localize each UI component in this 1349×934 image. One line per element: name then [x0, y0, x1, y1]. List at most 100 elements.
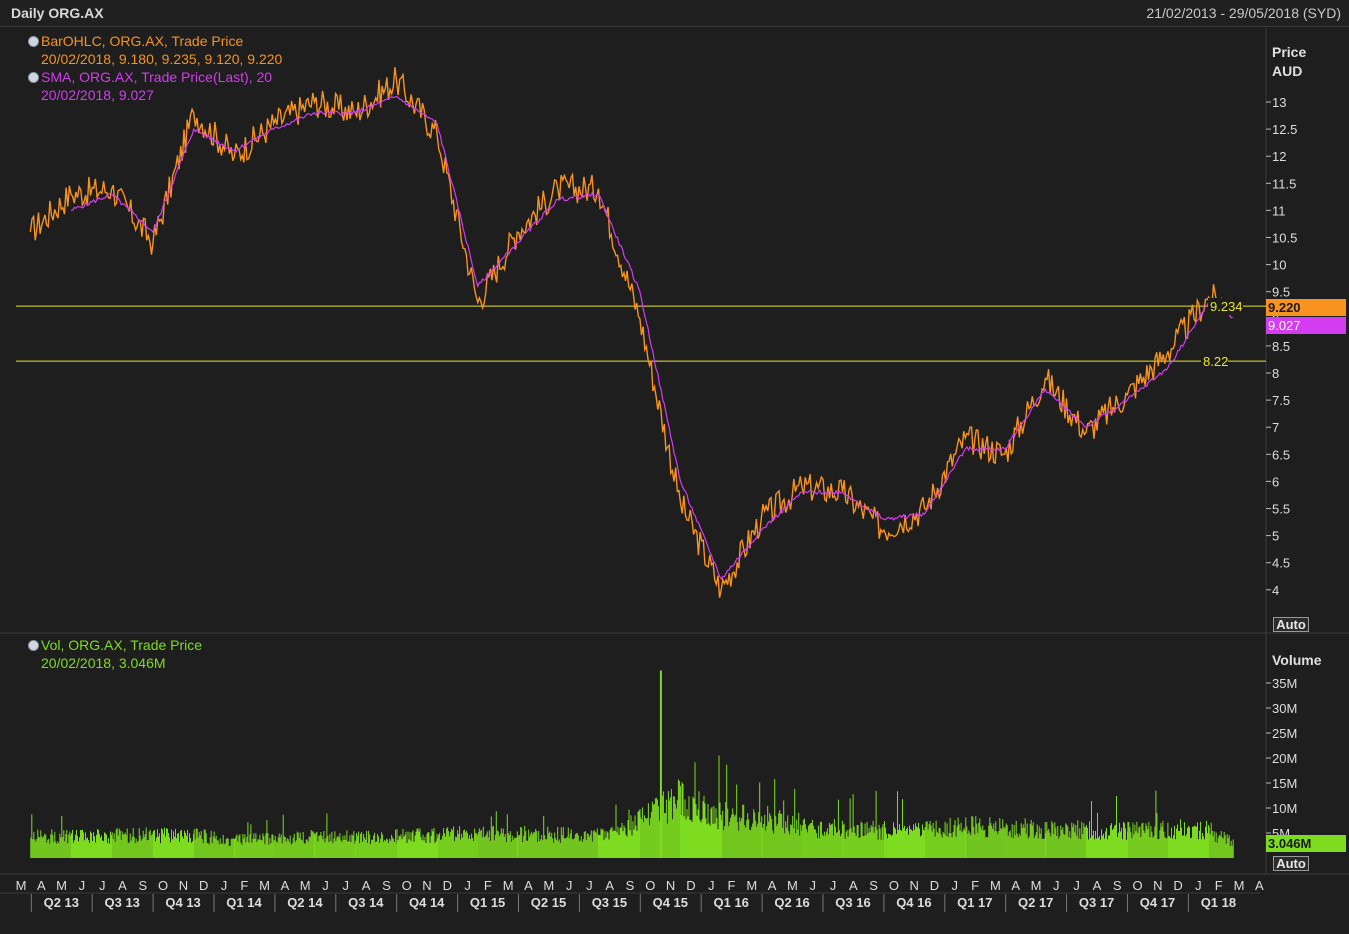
- volume-bar: [724, 826, 726, 858]
- volume-bar: [352, 835, 354, 858]
- volume-bar: [347, 841, 349, 858]
- volume-legend-row[interactable]: Vol, ORG.AX, Trade Price: [28, 636, 202, 654]
- volume-bar: [703, 795, 705, 858]
- volume-bar: [727, 808, 729, 858]
- volume-bar: [487, 837, 489, 858]
- volume-bar: [807, 825, 809, 858]
- volume-bar: [799, 835, 801, 858]
- month-label: S: [138, 878, 147, 893]
- volume-bar: [697, 809, 699, 858]
- volume-bar: [818, 838, 820, 858]
- volume-bar: [1114, 825, 1115, 858]
- hline-high-label[interactable]: 9.234: [1208, 298, 1243, 315]
- volume-bar: [585, 839, 587, 858]
- volume-bar: [196, 828, 198, 858]
- volume-bar: [704, 803, 706, 858]
- volume-auto-scale-button[interactable]: Auto: [1273, 856, 1309, 871]
- volume-bar: [836, 832, 838, 858]
- volume-bar: [1068, 837, 1070, 858]
- volume-bar: [520, 827, 522, 858]
- volume-bar: [833, 819, 835, 858]
- volume-bar: [625, 834, 627, 858]
- volume-bar: [750, 830, 752, 858]
- volume-bar: [774, 779, 776, 858]
- price-legend-row[interactable]: BarOHLC, ORG.AX, Trade Price: [28, 32, 282, 50]
- volume-bar: [573, 838, 575, 858]
- volume-bar: [420, 837, 422, 858]
- volume-bar: [324, 842, 326, 858]
- month-label: J: [79, 878, 86, 893]
- sma-legend-row[interactable]: SMA, ORG.AX, Trade Price(Last), 20: [28, 68, 282, 86]
- volume-bar: [1040, 828, 1042, 858]
- volume-bar: [604, 831, 606, 858]
- volume-bar: [270, 843, 272, 858]
- volume-bar: [1044, 822, 1046, 858]
- volume-bar: [158, 836, 159, 858]
- volume-bar: [1188, 825, 1189, 858]
- volume-bar: [513, 837, 515, 858]
- volume-bar: [223, 844, 225, 858]
- volume-bar: [294, 841, 296, 858]
- volume-bar: [238, 835, 240, 858]
- horizontal-lines: [16, 305, 1266, 362]
- volume-bar: [343, 840, 345, 858]
- volume-bar: [1219, 836, 1221, 858]
- volume-bar: [194, 839, 196, 858]
- volume-bar: [849, 798, 851, 858]
- volume-bar: [456, 837, 458, 858]
- legend-toggle-icon[interactable]: [28, 639, 39, 651]
- volume-bar: [556, 840, 558, 858]
- volume-bar: [235, 836, 237, 858]
- volume-bar: [301, 840, 303, 858]
- volume-bar: [236, 834, 238, 858]
- volume-bar: [938, 827, 940, 858]
- volume-bar: [718, 755, 720, 858]
- volume-bar: [908, 834, 909, 858]
- volume-bar: [924, 830, 925, 858]
- volume-bar: [676, 800, 678, 858]
- volume-bar: [1141, 823, 1143, 858]
- volume-bar: [326, 813, 328, 858]
- volume-bar: [97, 829, 98, 858]
- volume-bar: [1080, 839, 1082, 858]
- volume-bar: [892, 834, 893, 858]
- volume-bar: [448, 830, 450, 858]
- volume-bar: [1064, 834, 1066, 858]
- volume-bar: [576, 833, 578, 858]
- volume-bar: [1117, 837, 1118, 858]
- legend-toggle-icon[interactable]: [28, 71, 39, 83]
- volume-bar: [882, 823, 884, 858]
- price-auto-scale-button[interactable]: Auto: [1273, 617, 1309, 632]
- volume-bar: [681, 782, 683, 858]
- volume-bar: [468, 838, 470, 858]
- volume-bar: [597, 835, 599, 858]
- volume-bar: [946, 823, 948, 858]
- volume-bar: [1033, 838, 1035, 858]
- hline-low-label[interactable]: 8.22: [1201, 353, 1229, 370]
- volume-bar: [782, 827, 784, 858]
- volume-bar: [32, 839, 34, 858]
- volume-bar: [563, 838, 565, 858]
- volume-bar: [364, 837, 366, 858]
- volume-bar: [432, 831, 434, 858]
- volume-bar: [1063, 833, 1065, 858]
- volume-bar: [904, 825, 905, 858]
- volume-bar: [85, 832, 86, 858]
- volume-bar: [1123, 821, 1124, 858]
- volume-bar: [469, 835, 471, 858]
- legend-toggle-icon[interactable]: [28, 35, 39, 47]
- volume-bar: [482, 826, 484, 858]
- volume-bar: [509, 831, 511, 858]
- volume-bar: [120, 839, 122, 858]
- volume-bar: [874, 826, 876, 858]
- volume-bar: [315, 832, 317, 858]
- volume-bar: [385, 841, 387, 858]
- volume-bar: [961, 832, 963, 858]
- volume-bar: [1211, 830, 1213, 858]
- volume-bar: [415, 831, 417, 858]
- volume-bar: [220, 843, 222, 858]
- volume-bar: [950, 833, 952, 858]
- volume-bar: [610, 828, 612, 858]
- volume-bar: [215, 835, 217, 858]
